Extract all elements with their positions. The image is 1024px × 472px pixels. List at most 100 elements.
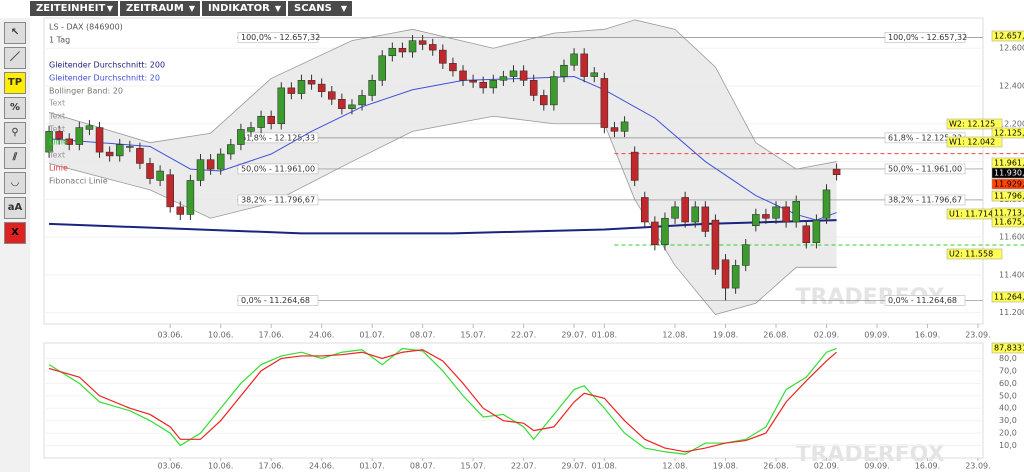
candle-body	[752, 214, 760, 227]
y-tick-label: 30,0	[999, 416, 1017, 425]
price-tag: U1: 11.714	[949, 210, 993, 219]
y-tick-label: 12.200,0	[999, 119, 1024, 128]
tool-button[interactable]: ◡	[4, 172, 26, 194]
legend-entry: Gleitender Durchschnitt: 20	[49, 74, 160, 83]
candle-body	[651, 221, 659, 245]
x-tick-label: 01.08.	[592, 462, 617, 471]
fib-label-bg	[884, 194, 966, 206]
price-tag: 87,83312	[994, 344, 1024, 353]
x-tick-label: 22.07.	[511, 331, 536, 340]
candle-body	[479, 81, 487, 89]
candle-body	[691, 206, 699, 223]
bollinger-upper	[48, 19, 837, 170]
price-tag-bg	[991, 30, 1024, 42]
price-tag-bg	[946, 136, 1003, 148]
candle-body	[216, 153, 225, 170]
candle-body	[550, 76, 558, 106]
legend-entry: Text	[48, 125, 65, 134]
candle-body	[600, 78, 609, 128]
x-tick-label: 08.07.	[410, 331, 435, 340]
menu-item[interactable]: SCANS ▼	[288, 1, 352, 16]
candle-body	[449, 63, 457, 72]
price-tag-bg	[991, 342, 1024, 354]
fib-label-bg	[237, 194, 319, 206]
menu-item[interactable]: ZEITRAUM ▼	[120, 1, 200, 16]
x-tick-label: 01.07.	[359, 462, 384, 471]
candle-body	[348, 104, 356, 109]
x-tick-label: 19.08.	[713, 462, 738, 471]
price-tag-bg	[991, 178, 1024, 190]
x-tick-label: 15.07.	[460, 462, 485, 471]
fib-label: 50,0% - 11.961,00	[888, 164, 962, 173]
candle-body	[247, 127, 255, 132]
candle-body	[317, 83, 326, 92]
candle-body	[388, 47, 397, 57]
candle-body	[227, 144, 235, 155]
y-tick-label: 12.400,0	[999, 82, 1024, 91]
y-tick-label: 80,0	[999, 354, 1017, 363]
fib-label-bg	[884, 163, 966, 175]
fib-label: 0,0% - 11.264,68	[888, 296, 957, 305]
candle-body	[822, 189, 831, 219]
tool-button[interactable]: ⫽	[4, 147, 26, 169]
x-tick-label: 10.06.	[208, 462, 233, 471]
y-tick-label: 11.200,0	[999, 308, 1024, 317]
candle-body	[469, 80, 477, 83]
candle-body	[459, 70, 467, 81]
fib-label-bg	[884, 295, 966, 306]
candle-body	[398, 47, 407, 53]
x-tick-label: 29.07.	[561, 331, 586, 340]
price-tag: 11.929,5	[994, 180, 1024, 189]
price-tag: U2: 11.558	[949, 250, 993, 259]
menu-item[interactable]: ZEITEINHEIT ▼	[30, 1, 118, 16]
candle-body	[560, 64, 568, 77]
bollinger-band	[49, 19, 837, 315]
candle-body	[115, 144, 124, 157]
legend-entry: Bollinger Band: 20	[49, 87, 123, 96]
fib-label: 50,0% - 11.961,00	[241, 164, 315, 173]
legend-entry: Text	[48, 151, 65, 160]
candle-body	[509, 70, 518, 77]
price-tag-bg	[946, 118, 1003, 130]
chart: TRADERFOXTRADERFOX12.600,012.400,012.200…	[43, 17, 1024, 471]
candle-body	[711, 219, 720, 270]
tool-button[interactable]: ／	[4, 47, 26, 69]
candle-body	[540, 95, 548, 106]
candle-body	[186, 180, 195, 215]
price-tag: 11.264,68	[994, 293, 1024, 302]
candle-body	[741, 244, 750, 266]
candle-body	[519, 70, 528, 81]
x-tick-label: 16.09.	[915, 331, 940, 340]
candle-body	[156, 170, 164, 181]
candle-body	[196, 159, 205, 181]
candle-body	[701, 206, 710, 232]
menu-item[interactable]: INDIKATOR ▼	[202, 1, 286, 16]
tool-button[interactable]: ↖	[4, 22, 26, 44]
price-tag: 12.657,32	[994, 32, 1024, 41]
y-tick-label: 10,0	[999, 441, 1017, 450]
tool-button[interactable]: TP	[4, 72, 26, 94]
candle-body	[671, 206, 679, 219]
fib-label: 0,0% - 11.264,68	[241, 296, 310, 305]
candle-body	[721, 259, 730, 289]
tool-button[interactable]: X	[4, 222, 26, 244]
x-tick-label: 09.09.	[864, 462, 889, 471]
candle-body	[590, 72, 599, 77]
candle-body	[368, 80, 376, 96]
tool-button[interactable]: aA	[4, 197, 26, 219]
candle-body	[439, 49, 447, 64]
toolbar: ↖ ／ TP% ⚲ ⫽ ◡ aA X	[0, 18, 30, 472]
tool-button[interactable]: %	[4, 97, 26, 119]
fib-label: 100,0% - 12.657,32	[888, 33, 967, 42]
tool-button[interactable]: ⚲	[4, 122, 26, 144]
x-tick-label: 16.09.	[915, 462, 940, 471]
x-tick-label: 01.08.	[592, 331, 617, 340]
candle-body	[146, 163, 154, 179]
menu-bar: ZEITEINHEIT ▼ ZEITRAUM ▼ INDIKATOR ▼ SCANS ▼	[0, 0, 1024, 17]
candle-body	[489, 80, 498, 89]
candle-body	[812, 219, 821, 244]
y-tick-label: 20,0	[999, 429, 1017, 438]
candle-body	[55, 131, 63, 140]
candle-body	[267, 115, 275, 125]
y-tick-label: 12.600,0	[999, 44, 1024, 53]
